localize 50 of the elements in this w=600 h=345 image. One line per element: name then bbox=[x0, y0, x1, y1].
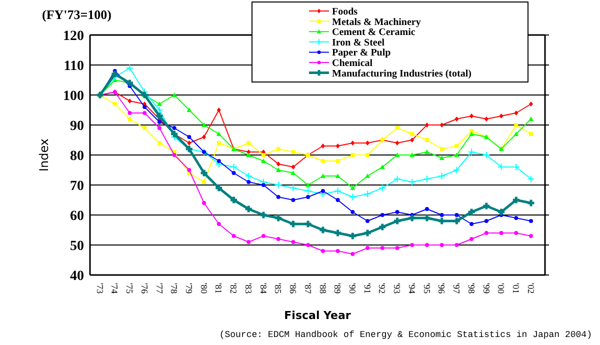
legend-label: Chemical bbox=[332, 58, 373, 69]
y-tick-label: 120 bbox=[63, 28, 84, 44]
x-tick-label: '81 bbox=[214, 283, 224, 294]
text: (Source: EDCM Handbook of Energy & Economic Statistics in Japan 2004) bbox=[219, 330, 592, 340]
y-tick-label: 40 bbox=[70, 268, 84, 284]
x-tick-label: '80 bbox=[198, 283, 209, 294]
legend-label: Manufacturing Industries (total) bbox=[332, 68, 472, 80]
x-tick-label: '95 bbox=[422, 283, 432, 294]
y-tick-label: 80 bbox=[70, 148, 84, 164]
x-tick-label: '93 bbox=[392, 283, 402, 294]
x-tick-label: '97 bbox=[452, 283, 462, 294]
x-tick-label: '84 bbox=[258, 283, 268, 294]
x-tick-label: '90 bbox=[348, 283, 358, 294]
x-tick-label: '88 bbox=[318, 283, 328, 294]
x-tick-label: '78 bbox=[169, 283, 180, 294]
legend-label: Metals & Machinery bbox=[332, 16, 421, 28]
x-tick-label: '91 bbox=[362, 283, 372, 294]
x-tick-label: '01 bbox=[510, 283, 521, 294]
y-tick-label: 100 bbox=[63, 88, 84, 104]
y-axis-title: Index bbox=[37, 138, 51, 172]
x-tick-label: '73 bbox=[94, 283, 105, 294]
x-axis-title: Fiscal Year bbox=[284, 309, 352, 322]
y-tick-label: 70 bbox=[70, 178, 84, 194]
x-tick-label: '92 bbox=[377, 283, 388, 294]
x-tick-label: '99 bbox=[481, 283, 492, 294]
y-tick-label: 60 bbox=[70, 208, 84, 224]
x-tick-label: '82 bbox=[228, 283, 239, 294]
legend-label: Cement & Ceramic bbox=[332, 27, 416, 38]
x-tick-label: '96 bbox=[436, 283, 447, 294]
chart-subtitle: (FY'73=100) bbox=[42, 7, 112, 22]
x-tick-label: '86 bbox=[288, 283, 298, 294]
y-tick-label: 90 bbox=[70, 118, 84, 134]
x-tick-label: '76 bbox=[139, 283, 150, 294]
x-tick-label: '74 bbox=[110, 283, 120, 294]
x-tick-label: '94 bbox=[406, 283, 417, 294]
legend-label: Paper & Pulp bbox=[332, 48, 392, 59]
x-tick-label: '98 bbox=[466, 283, 476, 294]
y-tick-label: 110 bbox=[64, 58, 84, 74]
legend-label: Foods bbox=[332, 6, 358, 18]
x-tick-label: '83 bbox=[243, 283, 254, 294]
y-tick-label: 50 bbox=[70, 238, 84, 254]
x-tick-label: '00 bbox=[496, 283, 506, 294]
x-tick-label: '87 bbox=[302, 283, 313, 294]
x-tick-label: '77 bbox=[154, 283, 164, 294]
x-tick-label: '89 bbox=[332, 283, 343, 294]
legend-label: Iron & Steel bbox=[332, 37, 385, 48]
x-tick-label: '02 bbox=[526, 283, 536, 294]
x-tick-label: '79 bbox=[184, 283, 194, 294]
x-tick-label: '85 bbox=[273, 283, 284, 294]
x-tick-label: '75 bbox=[124, 283, 135, 294]
